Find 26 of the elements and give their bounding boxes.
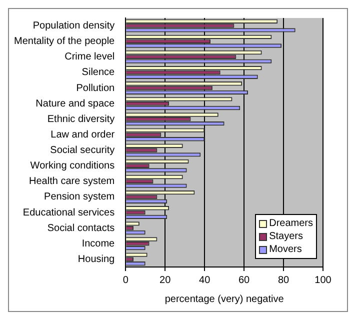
y-tick-label: Crime level (64, 52, 115, 63)
y-tick-label: Social contacts (47, 222, 115, 234)
y-tick-label: Educational services (22, 207, 115, 218)
y-tick-label: Ethnic diversity (47, 114, 115, 125)
y-tick-label: Income (82, 238, 116, 250)
y-tick-label: Pollution (76, 82, 115, 94)
y-tick-label: Health care system (29, 176, 115, 188)
x-tick-label: 40 (199, 274, 211, 286)
y-tick-label: Working conditions (30, 160, 115, 172)
y-tick-label: Pension system (44, 192, 115, 203)
x-tick-label: 80 (278, 274, 290, 286)
x-axis-title: percentage (very) negative (164, 294, 284, 305)
y-tick-label: Housing (78, 254, 115, 265)
y-tick-label: Mentality of the people (14, 36, 116, 48)
legend-label: Movers (269, 243, 302, 256)
x-tick-label: 60 (238, 274, 250, 286)
x-tick-label: 0 (122, 274, 129, 286)
legend-label: Stayers (269, 230, 303, 243)
y-tick-label: Law and order (50, 129, 116, 140)
x-tick-label: 100 (314, 274, 332, 286)
y-tick-label: Silence (82, 67, 116, 78)
y-tick-label: Nature and space (36, 98, 116, 110)
legend-label: Dreamers (269, 217, 313, 230)
y-tick-label: Social security (50, 145, 115, 156)
y-tick-label: Population density (32, 20, 115, 32)
x-tick-label: 20 (160, 274, 172, 286)
